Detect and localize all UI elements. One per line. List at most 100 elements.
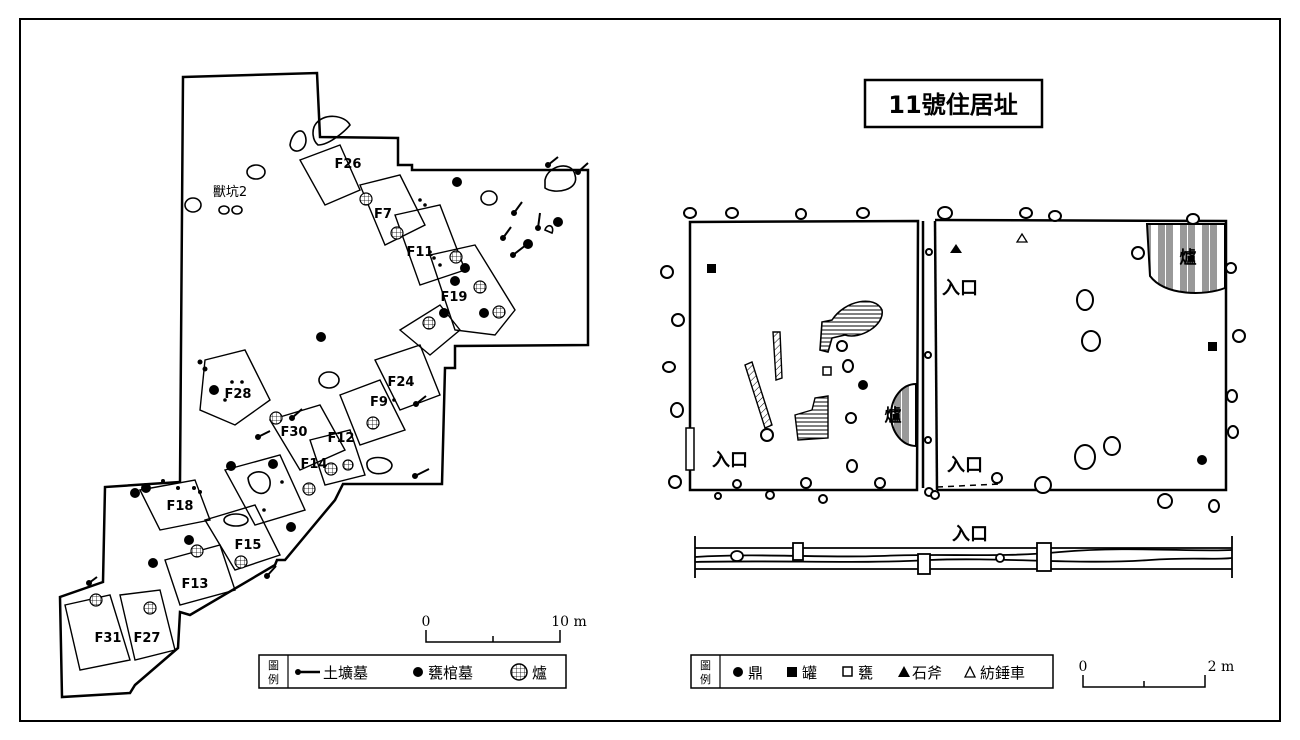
hearth-icon (269, 411, 283, 425)
hearth-label-left: 爐 (885, 405, 902, 426)
entrance-label-2: 入口 (712, 450, 748, 471)
stone-axe-icon (898, 666, 910, 677)
legend-item-pit-burial: 土壙墓 (323, 664, 368, 682)
feature-blob (544, 224, 554, 235)
hearth-icon (324, 462, 338, 476)
urn-burial-icon (209, 385, 219, 395)
feature-blob (544, 165, 577, 192)
urn-burial-icon (460, 263, 470, 273)
jar-icon (707, 264, 716, 273)
pit-burial-icon (289, 408, 303, 421)
hearth-icon (234, 555, 248, 569)
right-house-plan: 11號住居址 爐 爐 (660, 78, 1246, 689)
entrance-label-1: 入口 (942, 278, 978, 299)
pit-burial-icon (86, 576, 98, 586)
label-F15: F15 (235, 538, 262, 553)
right-legend-title-top: 圖 (700, 659, 711, 672)
urn-burial-icon (148, 558, 158, 568)
feature-blob (184, 197, 202, 213)
feature-blob (247, 471, 271, 495)
urn-burial-icon (553, 217, 563, 227)
house-outline (268, 404, 346, 471)
tripod-icon (1197, 455, 1207, 465)
label-F28: F28 (225, 387, 252, 402)
hearth-right: 爐 (1145, 223, 1226, 294)
tripod-icon (858, 380, 868, 390)
label-F19: F19 (441, 290, 468, 305)
house-outline (374, 344, 441, 411)
urn-burial-icon (184, 535, 194, 545)
urn-burial-icon (226, 461, 236, 471)
label-F26: F26 (335, 157, 362, 172)
house-outline (298, 144, 361, 206)
house-outline (359, 174, 426, 246)
spindle-whorl-icon (1015, 232, 1029, 243)
legend-item-urn-burial: 甕棺墓 (428, 664, 473, 682)
excavation-boundary (58, 71, 590, 699)
pit-burial-icon (295, 669, 320, 675)
house-wall-right (934, 218, 1228, 492)
pit-burial-icon (575, 162, 589, 175)
label-F7: F7 (374, 207, 392, 222)
hearth-label-right: 爐 (1180, 247, 1197, 268)
feature-blob (312, 115, 351, 146)
pit-burial-icon (545, 156, 559, 168)
hearth-icon (342, 459, 354, 471)
right-legend: 圖 例 鼎 罐 甕 石斧 紡錘車 (690, 654, 1054, 689)
jar-icon (787, 667, 797, 677)
urn-burial-icon (452, 177, 462, 187)
legend-item-urn: 甕 (858, 664, 873, 682)
hearth-icon (473, 280, 487, 294)
interior-feature-cluster (794, 395, 829, 441)
pit-burial-icon (535, 212, 541, 231)
label-F18: F18 (167, 499, 194, 514)
hearth-icon (510, 663, 528, 681)
feature-blob (366, 456, 393, 475)
pit-burial-icon (500, 226, 512, 241)
label-F31: F31 (95, 631, 122, 646)
tripod-icon (733, 667, 743, 677)
house-outline (199, 349, 271, 426)
label-F14: F14 (301, 457, 328, 472)
legend-item-spindle-whorl: 紡錘車 (980, 664, 1025, 682)
hearth-icon (492, 305, 506, 319)
left-scale-bar: 0 10 m (422, 614, 587, 643)
pit-burial-icon (412, 468, 430, 479)
hearth-icon (89, 593, 103, 607)
hearth-icon (190, 544, 204, 558)
pit-burial-icon (413, 395, 427, 407)
interior-feature-hatched (819, 300, 883, 353)
urn-burial-icon (130, 488, 140, 498)
urn-burial-icon (268, 459, 278, 469)
pit-burial-icon (510, 244, 527, 258)
hearth-icon (366, 416, 380, 430)
figure-frame (19, 18, 1281, 722)
urn-icon (842, 666, 853, 677)
stone-axe-icon (950, 244, 962, 253)
feature-blob (231, 205, 243, 215)
hearth-icon (143, 601, 157, 615)
urn-burial-icon (316, 332, 326, 342)
feature-blob (223, 513, 249, 527)
hearth-icon (422, 316, 436, 330)
feature-blob (246, 164, 266, 180)
legend-item-jar: 罐 (802, 664, 817, 682)
entrance-label-3: 入口 (947, 455, 983, 476)
left-site-map: F26 F7 F11 F19 F24 F9 F28 F30 F12 F14 F1… (58, 71, 590, 699)
right-legend-title-bottom: 例 (700, 672, 711, 686)
interior-feature-diag (772, 331, 783, 381)
feature-blob (480, 190, 498, 206)
pit-burial-icon (264, 565, 277, 579)
house-wall-left (688, 219, 920, 492)
section-profile (694, 536, 1233, 578)
label-animal-pit-2: 獸坑2 (213, 185, 247, 200)
house-outline (398, 304, 461, 356)
entrance-label-4: 入口 (952, 524, 988, 545)
urn-burial-icon (286, 522, 296, 532)
right-scale-end: 2 m (1208, 659, 1235, 675)
label-F11: F11 (407, 245, 434, 260)
label-F9: F9 (370, 395, 388, 410)
spindle-whorl-icon (963, 665, 977, 678)
left-legend: 圖 例 土壙墓 甕棺墓 爐 (258, 654, 567, 689)
hearth-icon (302, 482, 316, 496)
